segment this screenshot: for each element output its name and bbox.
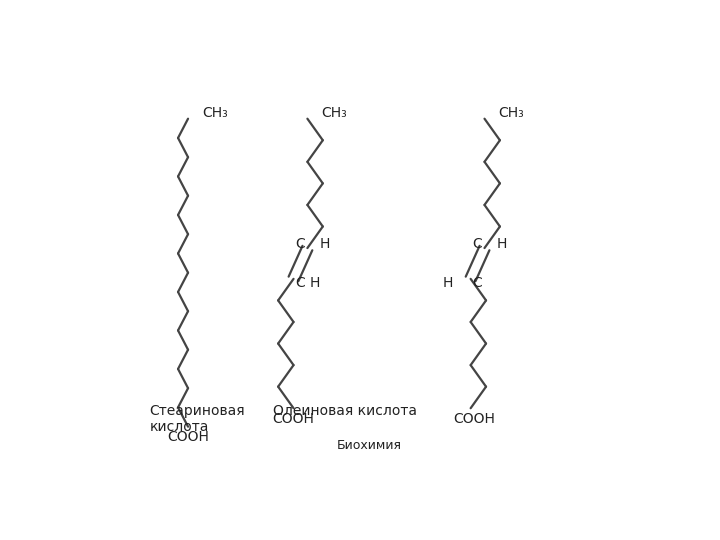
Text: C: C xyxy=(472,237,482,251)
Text: H: H xyxy=(442,276,453,289)
Text: C: C xyxy=(472,276,482,289)
Text: H: H xyxy=(496,237,507,251)
Text: CH₃: CH₃ xyxy=(321,105,347,119)
Text: COOH: COOH xyxy=(454,412,495,426)
Text: H: H xyxy=(319,237,330,251)
Text: Стеариновая
кислота: Стеариновая кислота xyxy=(150,403,246,434)
Text: COOH: COOH xyxy=(273,412,315,426)
Text: C: C xyxy=(294,237,305,251)
Text: Олеиновая кислота: Олеиновая кислота xyxy=(273,403,417,417)
Text: COOH: COOH xyxy=(167,430,209,444)
Text: Биохимия: Биохимия xyxy=(336,440,402,453)
Text: C: C xyxy=(294,276,305,289)
Text: CH₃: CH₃ xyxy=(498,105,524,119)
Text: H: H xyxy=(310,276,320,289)
Text: CH₃: CH₃ xyxy=(202,105,228,119)
